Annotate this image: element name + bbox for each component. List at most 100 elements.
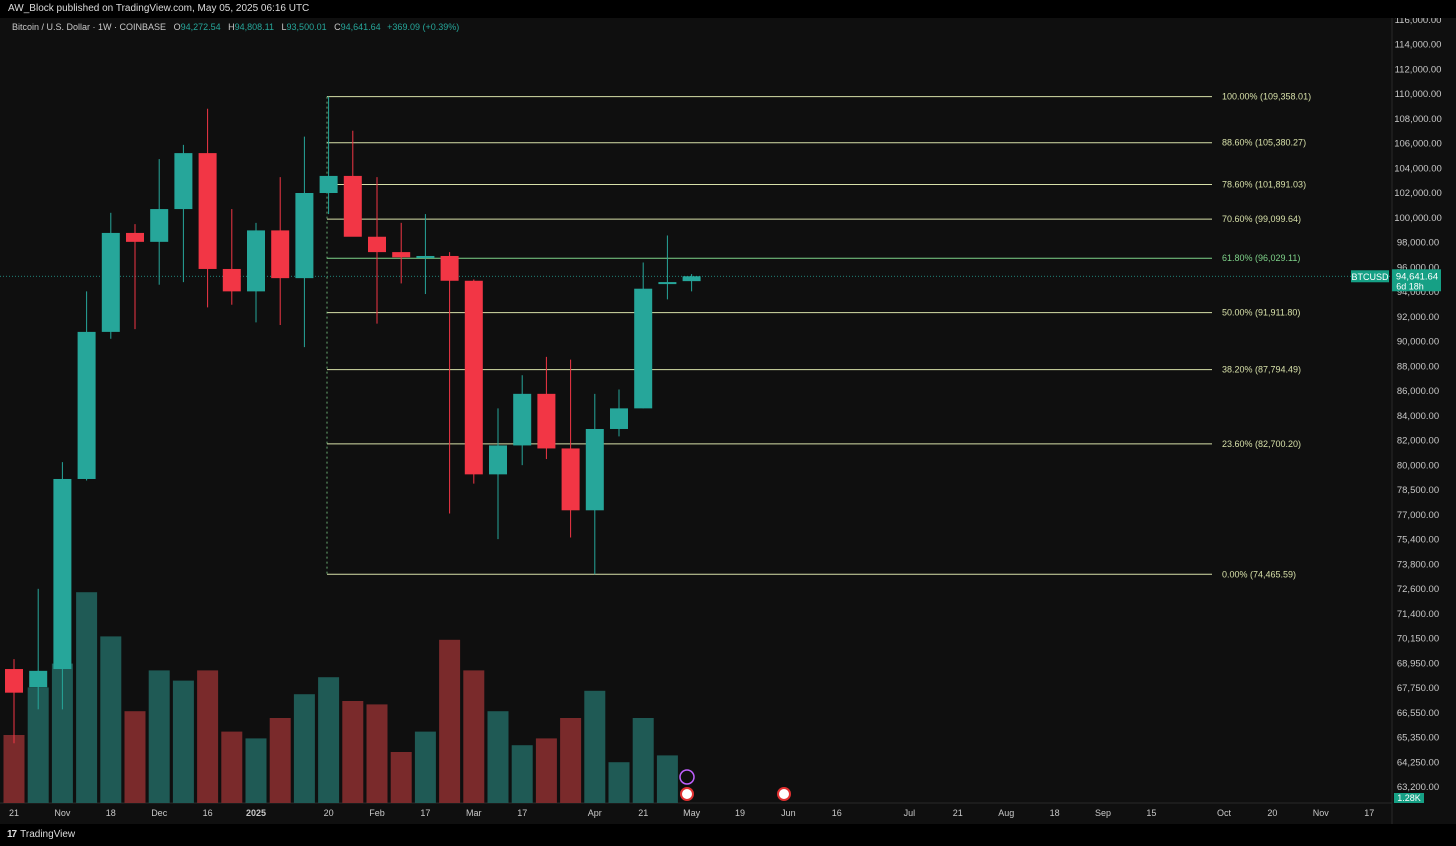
time-tick-label: Feb <box>369 808 385 818</box>
time-tick-label: Nov <box>54 808 71 818</box>
volume-bar <box>245 738 267 803</box>
time-tick-label: Mar <box>466 808 482 818</box>
candle-body <box>537 393 556 449</box>
volume-bar <box>463 670 485 803</box>
price-tick-label: 63,200.00 <box>1397 782 1439 793</box>
countdown-text: 6d 18h <box>1396 281 1424 291</box>
candle-body <box>464 280 483 475</box>
time-tick-label: Dec <box>151 808 168 818</box>
us-economic-event-icon <box>680 787 694 801</box>
price-tick-label: 80,000.00 <box>1397 460 1439 471</box>
price-tick-label: 94,000.00 <box>1397 287 1439 298</box>
volume-badge-text: 1.28K <box>1397 793 1421 803</box>
fib-level-label: 78.60% (101,891.03) <box>1222 180 1306 190</box>
time-tick-label: Sep <box>1095 808 1111 818</box>
time-tick-label: 18 <box>1050 808 1060 818</box>
last-price-badge <box>1392 269 1441 292</box>
price-tick-label: 65,350.00 <box>1397 733 1439 744</box>
candle-body <box>198 153 217 269</box>
low-label: L <box>281 22 287 32</box>
candle-body <box>440 255 459 281</box>
time-tick-label: 21 <box>638 808 648 818</box>
volume-bar <box>414 731 436 803</box>
price-tick-label: 68,950.00 <box>1397 658 1439 669</box>
price-tick-label: 70,150.00 <box>1397 634 1439 645</box>
volume-bar <box>269 718 291 803</box>
volume-bar <box>197 670 219 803</box>
volume-bar <box>342 701 364 803</box>
time-tick-label: 15 <box>1146 808 1156 818</box>
volume-badge <box>1394 793 1424 803</box>
volume-bar <box>390 752 412 803</box>
high-label: H <box>228 22 235 32</box>
fib-level-label: 23.60% (82,700.20) <box>1222 439 1301 449</box>
volume-bar <box>221 731 243 803</box>
time-tick-label: Apr <box>588 808 602 818</box>
volume-bar <box>148 670 170 803</box>
price-tick-label: 78,500.00 <box>1397 485 1439 496</box>
fib-level-label: 38.20% (87,794.49) <box>1222 365 1301 375</box>
candle-body <box>271 230 290 279</box>
volume-bar <box>3 735 25 803</box>
volume-bar <box>27 687 49 803</box>
volume-bar <box>366 704 388 803</box>
fib-level-label: 70.60% (99,099.64) <box>1222 214 1301 224</box>
price-tick-label: 75,400.00 <box>1397 535 1439 546</box>
last-price-text: 94,641.64 <box>1396 271 1438 282</box>
candle-body <box>247 230 265 292</box>
fib-level-label: 50.00% (91,911.80) <box>1222 308 1300 318</box>
price-tick-label: 110,000.00 <box>1395 89 1442 100</box>
candle-body <box>634 288 653 409</box>
time-tick-label: Jun <box>781 808 796 818</box>
close-value: 94,641.64 <box>340 22 381 32</box>
price-tick-label: 90,000.00 <box>1397 337 1439 348</box>
tradingview-brand-text: TradingView <box>20 829 76 840</box>
time-tick-label: 17 <box>1364 808 1374 818</box>
us-economic-event-icon <box>777 787 791 801</box>
price-tick-label: 86,000.00 <box>1397 386 1439 397</box>
tradingview-logo[interactable]: 17 TradingView <box>7 829 75 840</box>
price-tick-label: 71,400.00 <box>1397 609 1439 620</box>
price-tick-label: 72,600.00 <box>1397 584 1439 595</box>
fib-level-label: 88.60% (105,380.27) <box>1222 138 1306 148</box>
price-tick-label: 73,800.00 <box>1397 559 1439 570</box>
bottom-bar <box>0 824 1456 846</box>
change-value: +369.09 (+0.39%) <box>387 22 460 32</box>
price-tick-label: 112,000.00 <box>1395 64 1442 75</box>
candle-body <box>610 408 628 429</box>
price-tick-label: 64,250.00 <box>1397 757 1439 768</box>
candle-body <box>5 669 23 693</box>
fib-level-label: 100.00% (109,358.01) <box>1222 92 1311 102</box>
candle-body <box>682 276 701 282</box>
time-tick-label: 16 <box>203 808 213 818</box>
candle-body <box>585 428 604 511</box>
price-tick-label: 66,550.00 <box>1397 708 1439 719</box>
time-tick-label: Aug <box>998 808 1014 818</box>
time-tick-label: Oct <box>1217 808 1232 818</box>
time-tick-label: Nov <box>1313 808 1330 818</box>
time-tick-label: 20 <box>324 808 334 818</box>
volume-bar <box>439 639 461 803</box>
price-tick-label: 88,000.00 <box>1397 361 1439 372</box>
price-tick-label: 77,000.00 <box>1397 510 1439 521</box>
candle-body <box>174 153 193 210</box>
low-value: 93,500.01 <box>286 22 327 32</box>
candle-body <box>101 232 120 332</box>
price-tick-label: 67,750.00 <box>1397 683 1439 694</box>
price-tick-label: 108,000.00 <box>1394 114 1442 125</box>
candle-body <box>368 236 386 253</box>
high-value: 94,808.11 <box>234 22 275 32</box>
candle-body <box>513 393 532 446</box>
volume-bar <box>487 711 509 803</box>
time-tick-label: 21 <box>9 808 19 818</box>
price-tick-label: 106,000.00 <box>1394 139 1442 150</box>
volume-bar <box>172 680 194 803</box>
tradingview-logo-icon: 17 <box>7 829 17 840</box>
symbol-legend: Bitcoin / U.S. Dollar · 1W · COINBASE O9… <box>12 22 459 32</box>
publisher-bar: AW_Block published on TradingView.com, M… <box>0 0 1456 18</box>
candle-body <box>658 282 677 285</box>
candle-body <box>392 252 411 258</box>
price-tick-label: 100,000.00 <box>1394 213 1442 224</box>
